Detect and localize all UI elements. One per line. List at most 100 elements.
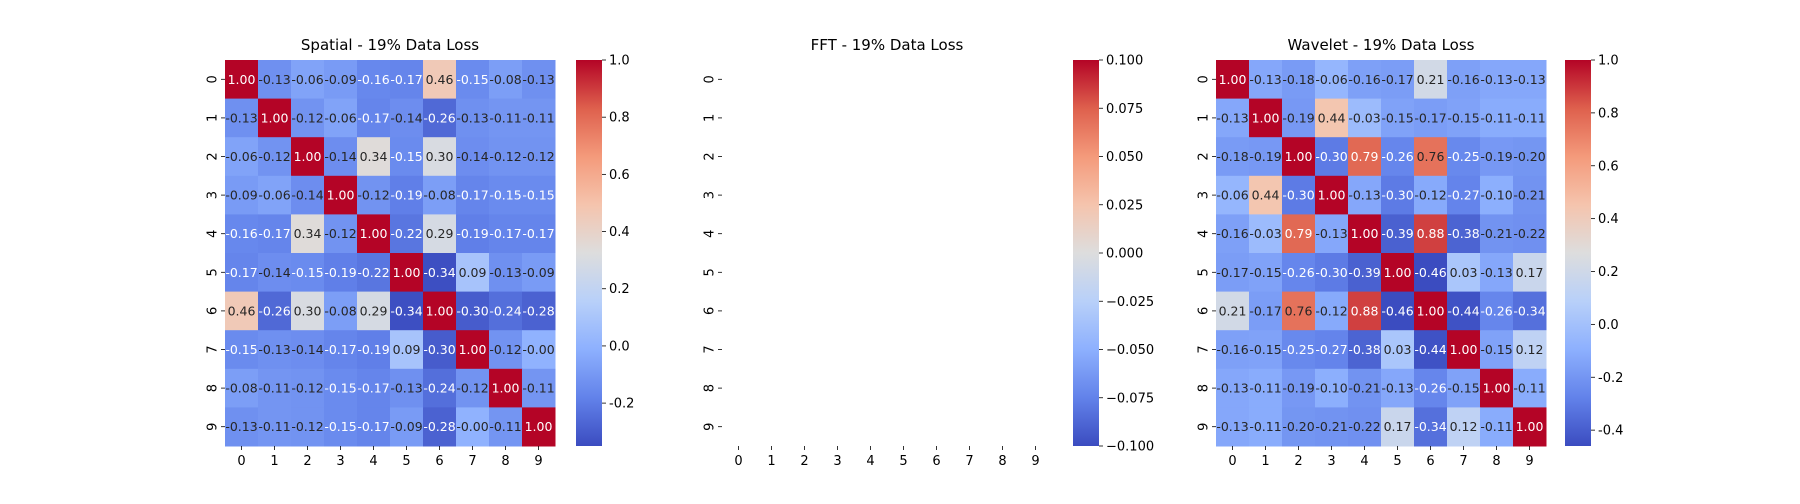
heatmap-cell [489, 175, 523, 215]
cell-label: -0.19 [1282, 381, 1314, 396]
heatmap-cell [456, 407, 490, 447]
cell-label: -0.21 [1315, 419, 1347, 434]
heatmap-cell [291, 175, 325, 215]
x-tick-label: 6 [1426, 454, 1434, 469]
heatmap-cell [291, 291, 325, 331]
cell-label: 0.29 [426, 226, 454, 241]
colorbar-tick-label: -0.2 [609, 397, 634, 412]
heatmap-cell [423, 60, 457, 100]
colorbar-tick-label: 0.025 [1106, 198, 1143, 213]
heatmap-cell [1447, 407, 1481, 447]
cell-label: -0.06 [258, 188, 290, 203]
cell-label: -0.19 [456, 226, 488, 241]
cell-label: 0.79 [1351, 149, 1379, 164]
heatmap-cell [357, 137, 391, 177]
cell-label: -0.39 [1348, 265, 1380, 280]
cell-label: -0.15 [489, 188, 521, 203]
heatmap-cell [1480, 330, 1514, 370]
cell-label: -0.21 [1513, 188, 1545, 203]
x-tick-label: 8 [998, 454, 1006, 469]
colorbar-tick-label: 0.8 [609, 111, 630, 126]
cell-label: -0.09 [225, 188, 257, 203]
heatmap-cell [1414, 214, 1448, 254]
x-tick-label: 4 [369, 454, 377, 469]
heatmap-cell [1282, 407, 1316, 447]
cell-label: -0.18 [1282, 72, 1314, 87]
heatmap-cell [1480, 60, 1514, 100]
cell-label: -0.17 [1216, 265, 1248, 280]
x-tick-label: 6 [932, 454, 940, 469]
cell-label: -0.24 [489, 303, 521, 318]
cell-label: -0.14 [324, 149, 356, 164]
heatmap-cell [1480, 98, 1514, 138]
y-tick-label: 5 [703, 268, 718, 276]
cell-label: -0.15 [1447, 381, 1479, 396]
heatmap-cell [291, 368, 325, 408]
cell-label: -0.44 [1414, 342, 1446, 357]
heatmap-cell [522, 407, 556, 447]
cell-label: -0.19 [324, 265, 356, 280]
y-tick-label: 2 [1197, 152, 1212, 160]
cell-label: -0.26 [1381, 149, 1413, 164]
cell-label: -0.11 [522, 110, 554, 125]
cell-label: -0.34 [1513, 303, 1545, 318]
y-tick-label: 1 [206, 114, 221, 122]
heatmap-cell [225, 137, 259, 177]
heatmap-cell [1282, 368, 1316, 408]
cell-label: -0.26 [1414, 381, 1446, 396]
heatmap-cell [1282, 253, 1316, 293]
heatmap-cell [1414, 330, 1448, 370]
cell-label: -0.27 [1315, 342, 1347, 357]
heatmap-cell [489, 214, 523, 254]
cell-label: -0.12 [489, 149, 521, 164]
heatmap-cell [225, 175, 259, 215]
heatmap-cell [1315, 407, 1349, 447]
heatmap-cell [1381, 368, 1415, 408]
cell-label: 1.00 [1384, 265, 1412, 280]
heatmap-cell [423, 98, 457, 138]
colorbar-tick-label: -0.2 [1598, 371, 1623, 386]
heatmap-cell [390, 407, 424, 447]
colorbar-tick-label: 0.000 [1106, 247, 1143, 262]
heatmap-cell [456, 175, 490, 215]
heatmap-cell [1249, 175, 1283, 215]
heatmap-cell [522, 214, 556, 254]
heatmap-cell [1282, 60, 1316, 100]
cell-label: 1.00 [492, 381, 520, 396]
cell-label: -0.26 [258, 303, 290, 318]
x-tick-label: 5 [402, 454, 410, 469]
heatmap-cell [225, 214, 259, 254]
x-tick-label: 7 [1459, 454, 1467, 469]
cell-label: 1.00 [1483, 381, 1511, 396]
cell-label: -0.26 [1282, 265, 1314, 280]
cell-label: -0.11 [1513, 381, 1545, 396]
heatmap-cell [291, 407, 325, 447]
cell-label: -0.09 [390, 419, 422, 434]
heatmap-cell [390, 253, 424, 293]
heatmap-cell [1513, 175, 1547, 215]
heatmap-cell [390, 368, 424, 408]
heatmap-cell [1249, 368, 1283, 408]
heatmap-cell [225, 330, 259, 370]
heatmap-cell [522, 291, 556, 331]
cell-label: 0.03 [1450, 265, 1478, 280]
heatmap-cell [1249, 214, 1283, 254]
heatmap-cell [1216, 253, 1250, 293]
heatmap-cell [1348, 330, 1382, 370]
cell-label: 0.17 [1384, 419, 1412, 434]
y-tick-label: 7 [703, 345, 718, 353]
heatmap-cell [390, 137, 424, 177]
cell-label: -0.13 [1249, 72, 1281, 87]
heatmap-cell [456, 330, 490, 370]
heatmap-cell [522, 253, 556, 293]
cell-label: -0.11 [489, 110, 521, 125]
cell-label: -0.11 [1249, 381, 1281, 396]
x-tick-label: 9 [1525, 454, 1533, 469]
cell-label: 1.00 [1516, 419, 1544, 434]
cell-label: -0.09 [522, 265, 554, 280]
cell-label: -0.28 [522, 303, 554, 318]
cell-label: -0.12 [291, 419, 323, 434]
cell-label: -0.13 [1315, 226, 1347, 241]
